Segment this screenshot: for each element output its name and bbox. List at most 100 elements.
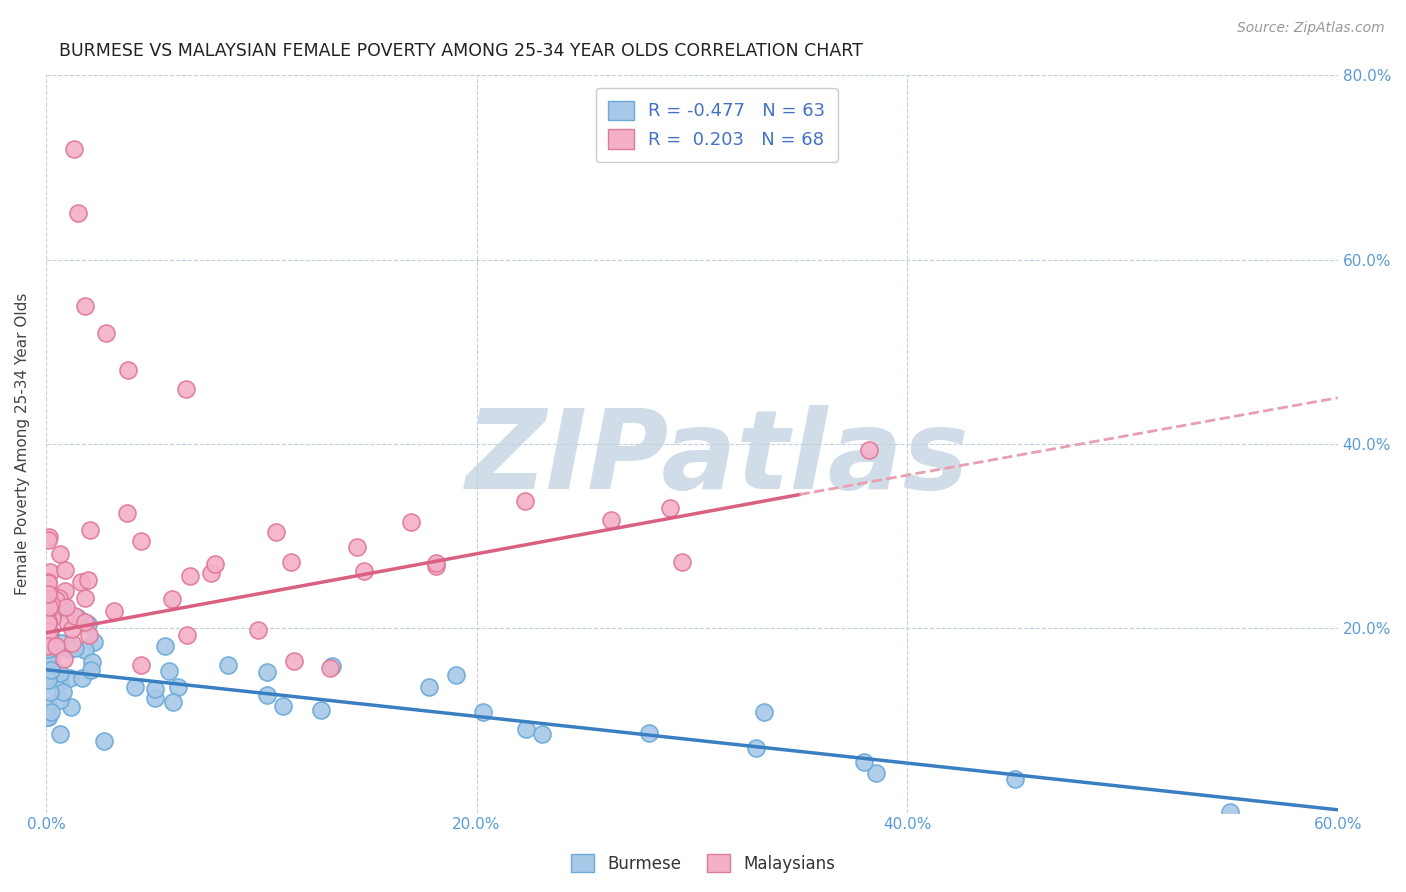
Point [256,665,278,679]
Point [124,680,146,694]
Point [37,587,59,601]
Point [37,710,59,724]
Point [37,615,59,629]
Point [96,326,118,341]
Point [176,627,198,641]
Point [75,642,97,657]
Point [671,555,693,569]
Point [117,363,139,377]
Point [515,722,537,736]
Point [858,443,880,458]
Point [167,680,190,694]
Point [353,565,375,579]
Point [39,654,62,668]
Point [162,695,184,709]
Point [76,573,98,587]
Point [49,547,72,561]
Point [37,598,59,612]
Point [129,657,152,672]
Point [425,559,447,574]
Point [745,741,768,756]
Legend: R = -0.477   N = 63, R =  0.203   N = 68: R = -0.477 N = 63, R = 0.203 N = 68 [596,88,838,162]
Point [471,706,494,720]
Point [425,556,447,570]
Point [153,639,176,653]
Text: BURMESE VS MALAYSIAN FEMALE POVERTY AMONG 25-34 YEAR OLDS CORRELATION CHART: BURMESE VS MALAYSIAN FEMALE POVERTY AMON… [59,42,863,60]
Point [157,664,180,678]
Point [37,626,59,640]
Point [346,540,368,554]
Point [853,755,876,769]
Point [658,501,681,516]
Point [264,525,287,540]
Point [58,641,80,656]
Point [37,641,59,656]
Point [63,142,86,156]
Point [73,591,96,606]
Point [283,654,305,668]
Point [37,662,59,676]
Point [49,636,72,650]
Point [37,582,59,597]
Point [1219,805,1241,819]
Point [41,611,63,625]
Point [41,666,63,681]
Point [39,565,62,579]
Point [444,668,467,682]
Point [83,635,105,649]
Point [865,766,887,780]
Point [39,664,62,678]
Point [38,624,60,638]
Point [37,673,59,688]
Y-axis label: Female Poverty Among 25-34 Year Olds: Female Poverty Among 25-34 Year Olds [15,293,30,595]
Point [1004,772,1026,787]
Point [37,640,59,654]
Point [60,622,83,636]
Point [80,663,103,677]
Point [66,610,89,624]
Point [399,516,422,530]
Point [513,494,536,508]
Point [52,652,75,666]
Point [37,654,59,668]
Point [39,705,62,719]
Point [311,702,333,716]
Point [38,654,60,668]
Point [93,733,115,747]
Point [45,593,67,607]
Point [37,710,59,724]
Point [217,657,239,672]
Point [44,639,66,653]
Point [67,206,90,220]
Point [37,632,59,647]
Point [103,603,125,617]
Point [48,674,70,689]
Point [79,523,101,537]
Point [256,688,278,702]
Point [129,534,152,549]
Point [37,670,59,684]
Point [37,575,59,590]
Point [38,600,60,615]
Point [76,616,98,631]
Point [65,609,87,624]
Point [200,566,222,581]
Point [37,616,59,631]
Point [37,533,59,547]
Point [179,568,201,582]
Point [55,599,77,614]
Point [246,623,269,637]
Legend: Burmese, Malaysians: Burmese, Malaysians [564,847,842,880]
Point [59,699,82,714]
Point [37,603,59,617]
Point [55,615,77,630]
Point [37,672,59,686]
Point [280,556,302,570]
Point [145,682,167,697]
Point [319,661,342,675]
Point [52,685,75,699]
Point [204,557,226,571]
Point [174,382,197,396]
Point [530,727,553,741]
Point [37,590,59,604]
